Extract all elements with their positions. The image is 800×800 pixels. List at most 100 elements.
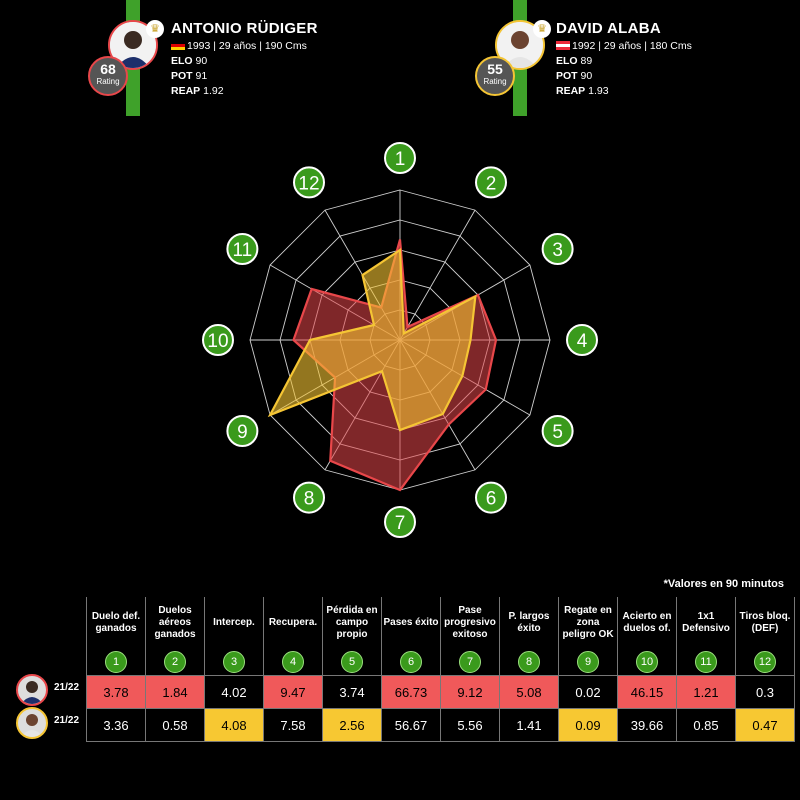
column-number-cell-11: 11 xyxy=(676,649,736,676)
player1-season: 21/22 xyxy=(54,682,80,693)
reap-label: REAP xyxy=(171,85,201,97)
column-header-7: Pase progresivo exitoso xyxy=(440,597,500,649)
axis-badge-12 xyxy=(293,166,325,199)
player1-avatar xyxy=(108,20,158,70)
column-number-cell-10: 10 xyxy=(617,649,677,676)
axis-label-8: 8 xyxy=(304,489,315,510)
column-header-10: Acierto en duelos of. xyxy=(617,597,677,649)
player1-info: 1993 | 29 años | 190 Cms xyxy=(187,40,307,52)
player1-elo-line: ELO 90 xyxy=(171,55,207,67)
player2-values-row: 3.36 0.58 4.08 7.58 2.56 56.67 5.56 1.41 0.09 39.… xyxy=(86,708,795,742)
player2-reap: 1.93 xyxy=(588,85,609,97)
axis-badge-10 xyxy=(202,324,234,356)
column-number-badge-9: 9 xyxy=(577,651,599,673)
player2-info: 1992 | 29 años | 180 Cms xyxy=(572,40,692,52)
value-cell-p2-7: 5.56 xyxy=(440,708,500,742)
player1-rating: 68 xyxy=(100,61,116,77)
column-header-12: Tiros bloq. (DEF) xyxy=(735,597,795,649)
value-cell-p1-7: 9.12 xyxy=(440,675,500,709)
column-number-badge-7: 7 xyxy=(459,651,481,673)
value-cell-p1-12: 0.3 xyxy=(735,675,795,709)
player2-pot-line: POT 90 xyxy=(556,70,592,82)
column-header-8: P. largos éxito xyxy=(499,597,559,649)
value-cell-p2-10: 39.66 xyxy=(617,708,677,742)
value-cell-p1-8: 5.08 xyxy=(499,675,559,709)
value-cell-p2-8: 1.41 xyxy=(499,708,559,742)
axis-label-11: 11 xyxy=(233,240,253,261)
austria-flag-icon xyxy=(556,41,570,50)
axis-badge-1 xyxy=(384,142,416,174)
player2-name: DAVID ALABA xyxy=(556,20,661,37)
value-cell-p2-6: 56.67 xyxy=(381,708,441,742)
value-cell-p1-11: 1.21 xyxy=(676,675,736,709)
player2-reap-line: REAP 1.93 xyxy=(556,85,609,97)
column-header-9: Regate en zona peligro OK xyxy=(558,597,618,649)
value-cell-p2-11: 0.85 xyxy=(676,708,736,742)
column-number-cell-7: 7 xyxy=(440,649,500,676)
column-number-badge-5: 5 xyxy=(341,651,363,673)
axis-label-7: 7 xyxy=(395,513,406,534)
value-cell-p1-4: 9.47 xyxy=(263,675,323,709)
column-number-cell-12: 12 xyxy=(735,649,795,676)
player2-row-header: 21/22 xyxy=(12,706,86,739)
column-number-cell-3: 3 xyxy=(204,649,264,676)
column-header-5: Pérdida en campo propio xyxy=(322,597,382,649)
player1-name: ANTONIO RÜDIGER xyxy=(171,20,318,37)
real-madrid-crest-icon: ♛ xyxy=(146,20,164,38)
player1-header: ♛ 68 Rating ANTONIO RÜDIGER 1993 | 29 añ… xyxy=(0,0,400,120)
axis-badge-11 xyxy=(226,233,259,265)
elo-label: ELO xyxy=(171,55,193,67)
player1-values-row: 3.78 1.84 4.02 9.47 3.74 66.73 9.12 5.08 0.02 46.… xyxy=(86,675,795,709)
column-number-cell-5: 5 xyxy=(322,649,382,676)
grid-spoke-2 xyxy=(399,209,476,341)
player1-reap: 1.92 xyxy=(203,85,224,97)
axis-label-1: 1 xyxy=(395,149,406,170)
axis-label-10: 10 xyxy=(207,331,228,352)
column-number-badge-4: 4 xyxy=(282,651,304,673)
player2-mini-avatar xyxy=(16,707,48,739)
column-number-badge-6: 6 xyxy=(400,651,422,673)
axis-badge-4 xyxy=(566,324,598,356)
axis-label-2: 2 xyxy=(486,173,497,194)
player1-rating-badge: 68 Rating xyxy=(88,56,128,96)
player1-row-header: 21/22 xyxy=(12,673,86,706)
column-number-badge-12: 12 xyxy=(754,651,776,673)
value-cell-p2-2: 0.58 xyxy=(145,708,205,742)
value-cell-p2-3: 4.08 xyxy=(204,708,264,742)
player1-elo: 90 xyxy=(195,55,208,67)
column-header-2: Duelos aéreos ganados xyxy=(145,597,205,649)
player1-pot-line: POT 91 xyxy=(171,70,207,82)
footnote: *Valores en 90 minutos xyxy=(663,578,784,590)
value-cell-p2-12: 0.47 xyxy=(735,708,795,742)
axis-badge-2 xyxy=(475,166,507,199)
column-number-cell-2: 2 xyxy=(145,649,205,676)
axis-badge-5 xyxy=(541,415,574,447)
player1-reap-line: REAP 1.92 xyxy=(171,85,224,97)
reap-label: REAP xyxy=(556,85,586,97)
value-cell-p1-3: 4.02 xyxy=(204,675,264,709)
player1-rating-label: Rating xyxy=(96,77,120,86)
value-cell-p2-9: 0.09 xyxy=(558,708,618,742)
germany-flag-icon xyxy=(171,41,185,50)
column-header-11: 1x1 Defensivo xyxy=(676,597,736,649)
axis-badge-7 xyxy=(384,506,416,538)
player1-mini-avatar xyxy=(16,674,48,706)
axis-badge-3 xyxy=(541,233,574,265)
player2-elo-line: ELO 89 xyxy=(556,55,592,67)
player2-avatar xyxy=(495,20,545,70)
column-number-cell-9: 9 xyxy=(558,649,618,676)
real-madrid-crest-icon: ♛ xyxy=(533,20,551,38)
player2-pot: 90 xyxy=(580,70,593,82)
column-number-badge-3: 3 xyxy=(223,651,245,673)
column-number-cell-1: 1 xyxy=(86,649,146,676)
axis-label-3: 3 xyxy=(552,240,563,261)
column-header-3: Intercep. xyxy=(204,597,264,649)
axis-badge-6 xyxy=(475,481,507,514)
column-header-6: Pases éxito xyxy=(381,597,441,649)
axis-label-6: 6 xyxy=(486,489,497,510)
axis-label-9: 9 xyxy=(237,422,248,443)
column-number-badge-2: 2 xyxy=(164,651,186,673)
stats-table: Duelo def. ganados Duelos aéreos ganados I… xyxy=(86,597,795,742)
value-cell-p2-5: 2.56 xyxy=(322,708,382,742)
player2-season: 21/22 xyxy=(54,715,80,726)
